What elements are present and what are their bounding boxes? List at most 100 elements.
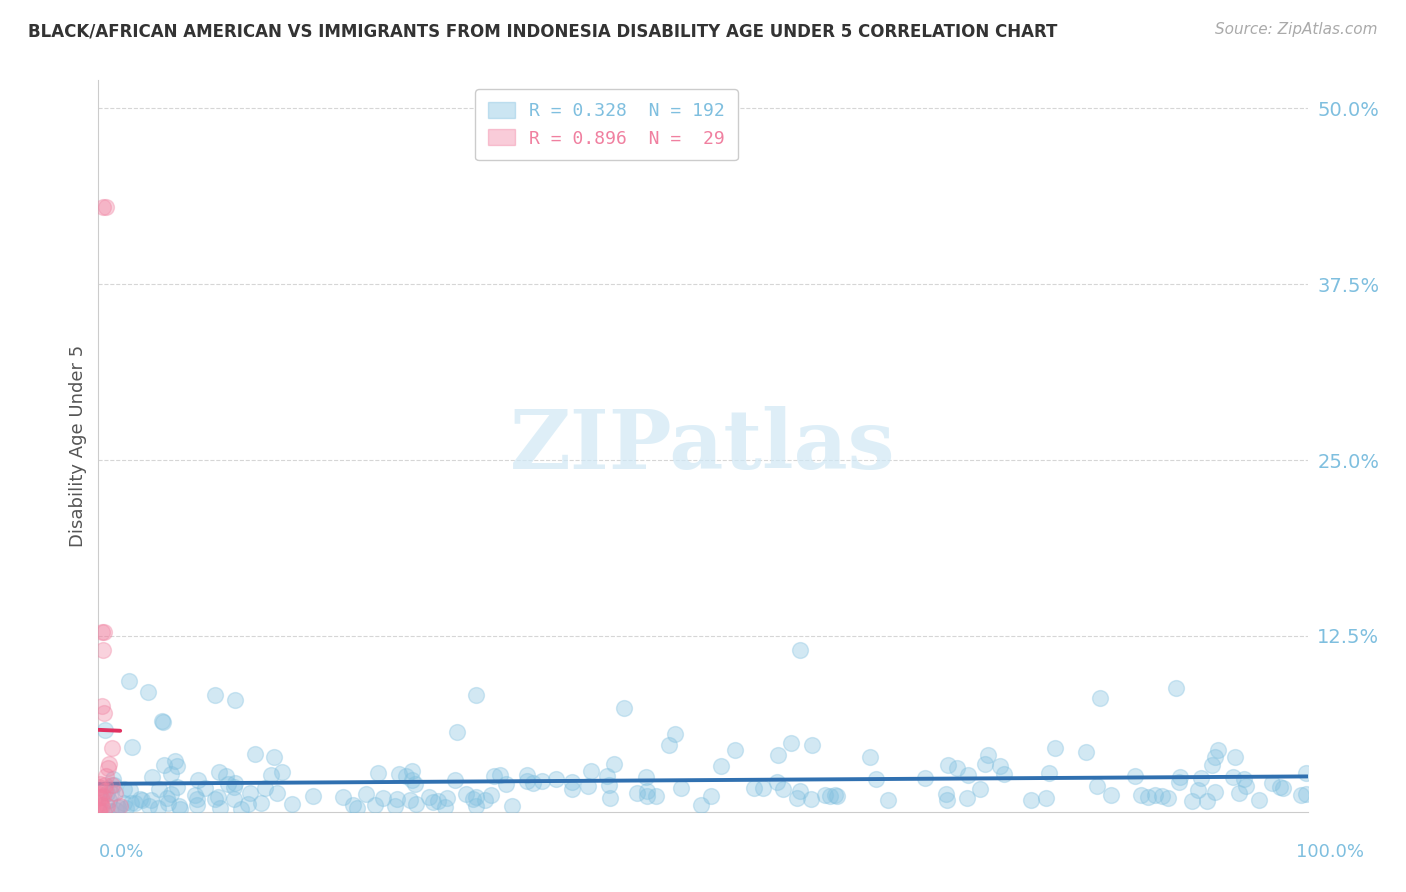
Point	[166, 759, 188, 773]
Point	[120, 797, 142, 811]
Point	[446, 725, 468, 739]
Point	[1181, 794, 1204, 808]
Point	[159, 766, 181, 780]
Text: ZIPatlas: ZIPatlas	[510, 406, 896, 486]
Point	[100, 786, 122, 800]
Point	[387, 791, 409, 805]
Point	[399, 792, 422, 806]
Point	[1143, 789, 1166, 803]
Point	[87, 805, 110, 819]
Point	[1268, 780, 1291, 795]
Point	[98, 756, 121, 771]
Point	[1222, 770, 1244, 784]
Point	[1227, 785, 1250, 799]
Point	[364, 798, 387, 813]
Point	[1074, 745, 1097, 759]
Point	[1260, 775, 1282, 789]
Point	[801, 739, 824, 753]
Point	[153, 758, 176, 772]
Point	[488, 768, 510, 782]
Point	[988, 758, 1011, 772]
Point	[700, 789, 723, 804]
Point	[204, 792, 226, 806]
Point	[217, 777, 239, 791]
Point	[103, 778, 125, 792]
Point	[250, 796, 273, 810]
Point	[936, 758, 959, 772]
Point	[1272, 780, 1295, 795]
Point	[124, 796, 146, 810]
Point	[859, 750, 882, 764]
Point	[969, 781, 991, 796]
Point	[596, 769, 619, 783]
Point	[576, 779, 599, 793]
Point	[260, 768, 283, 782]
Point	[1208, 743, 1230, 757]
Point	[1168, 775, 1191, 789]
Point	[186, 798, 208, 813]
Point	[603, 757, 626, 772]
Point	[90, 790, 112, 805]
Point	[427, 794, 450, 808]
Point	[91, 789, 114, 803]
Point	[404, 777, 426, 791]
Point	[101, 772, 124, 786]
Point	[332, 790, 354, 805]
Point	[1035, 791, 1057, 805]
Point	[243, 747, 266, 762]
Point	[599, 791, 621, 805]
Point	[136, 685, 159, 699]
Point	[224, 780, 246, 795]
Point	[626, 786, 648, 800]
Point	[224, 776, 246, 790]
Point	[93, 778, 115, 792]
Point	[1249, 792, 1271, 806]
Point	[94, 783, 117, 797]
Point	[1295, 766, 1317, 780]
Point	[865, 772, 887, 786]
Point	[710, 759, 733, 773]
Point	[222, 791, 245, 805]
Point	[254, 781, 277, 796]
Point	[208, 800, 231, 814]
Point	[1168, 770, 1191, 784]
Point	[1204, 749, 1226, 764]
Point	[91, 798, 114, 813]
Point	[194, 780, 217, 795]
Point	[263, 749, 285, 764]
Point	[465, 790, 488, 805]
Point	[800, 792, 823, 806]
Point	[388, 767, 411, 781]
Point	[152, 714, 174, 728]
Point	[1223, 750, 1246, 764]
Point	[636, 783, 658, 797]
Point	[1295, 787, 1317, 801]
Point	[634, 770, 657, 784]
Point	[167, 798, 190, 813]
Point	[1085, 779, 1108, 793]
Point	[129, 792, 152, 806]
Point	[789, 784, 811, 798]
Point	[207, 789, 229, 804]
Point	[96, 786, 118, 800]
Point	[461, 792, 484, 806]
Point	[87, 787, 110, 801]
Point	[501, 799, 523, 814]
Point	[98, 804, 121, 818]
Point	[89, 796, 111, 810]
Point	[579, 764, 602, 778]
Point	[93, 706, 115, 721]
Point	[152, 714, 174, 729]
Point	[1164, 681, 1187, 696]
Point	[434, 799, 457, 814]
Point	[1187, 783, 1209, 797]
Point	[101, 778, 124, 792]
Point	[436, 791, 458, 805]
Point	[112, 796, 135, 810]
Point	[516, 768, 538, 782]
Point	[97, 793, 120, 807]
Point	[444, 772, 467, 787]
Point	[1234, 779, 1257, 793]
Point	[208, 765, 231, 780]
Point	[495, 777, 517, 791]
